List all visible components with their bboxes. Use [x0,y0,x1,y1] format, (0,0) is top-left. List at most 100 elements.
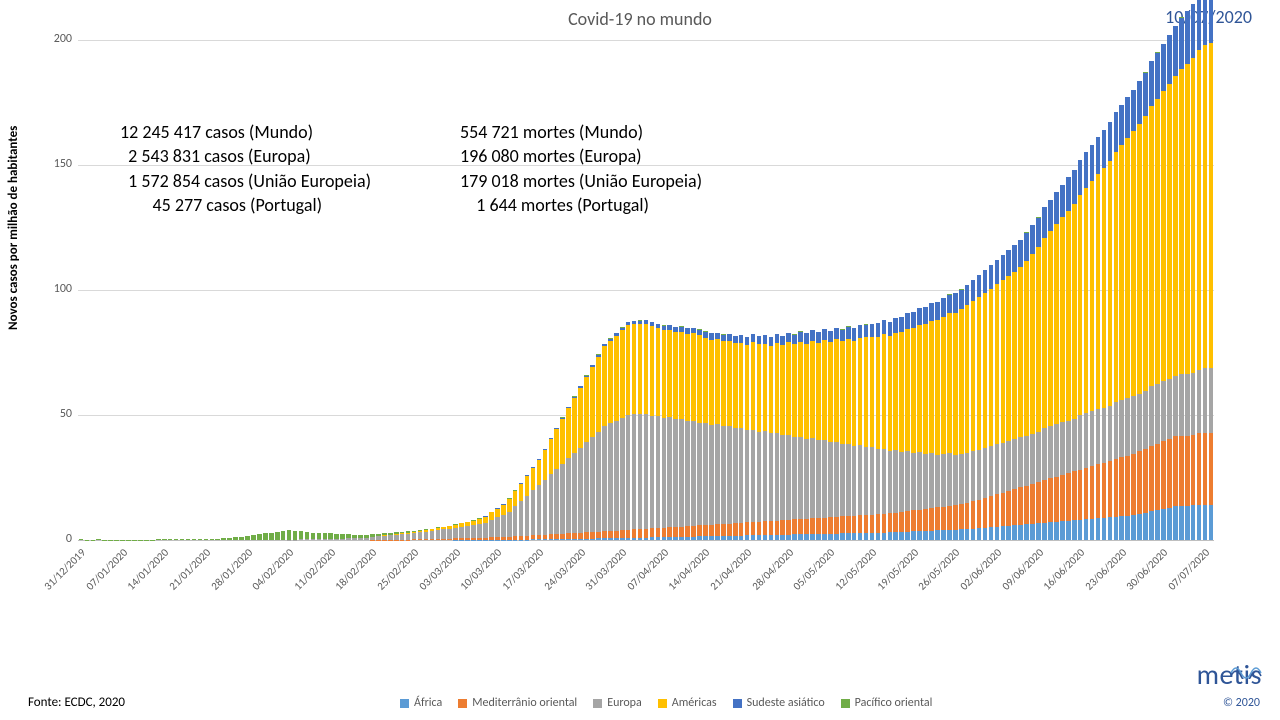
bar [560,417,565,540]
bar [792,334,797,540]
bar [656,324,661,541]
bar [721,334,726,540]
bar [1137,81,1142,540]
bar [786,333,791,541]
bar [822,329,827,540]
bar [1054,192,1059,540]
bar [1173,26,1178,540]
bar [549,438,554,540]
logo-wave-icon [1230,659,1264,679]
bar [798,331,803,540]
bar [174,539,179,540]
bar [215,539,220,541]
bar [864,324,869,540]
bar [382,533,387,540]
bar [739,335,744,540]
bar [1048,200,1053,541]
bar [911,312,916,540]
bar [905,313,910,540]
bar [120,540,125,541]
bar [846,326,851,540]
bar [1018,240,1023,540]
bar [311,533,316,540]
bar [328,533,333,540]
bar [1197,0,1202,540]
bar [596,354,601,540]
bar [204,539,209,540]
bar [150,540,155,541]
bar [126,540,131,541]
bar [578,386,583,540]
bar [239,537,244,541]
legend: ÁfricaMediterrânio orientalEuropaAmérica… [400,696,932,710]
bar [477,518,482,540]
bar [995,260,1000,540]
bar [632,321,637,540]
bar [406,531,411,540]
legend-item: Mediterrânio oriental [458,696,577,710]
bar [858,325,863,540]
bar [447,526,452,541]
bar [531,467,536,541]
bar [959,289,964,540]
bar [1006,250,1011,540]
bar [810,330,815,540]
bar [180,539,185,540]
bar [703,331,708,540]
bar [1066,177,1071,540]
bar [888,322,893,540]
bar [638,320,643,540]
bar [424,529,429,540]
bar [543,449,548,541]
bar [673,327,678,541]
bar [388,533,393,540]
bar [840,329,845,540]
bar [1149,61,1154,540]
bar [1179,17,1184,540]
bar [192,539,197,540]
bar [459,523,464,540]
legend-item: Sudeste asiático [733,696,825,710]
bar [929,303,934,540]
bar [513,490,518,540]
bar [1024,232,1029,540]
bar [662,325,667,540]
bar [245,536,250,541]
bar [1001,255,1006,540]
bar [305,532,310,540]
bar [156,539,161,540]
bar [757,336,762,541]
bar [1155,52,1160,540]
bar [275,532,280,540]
bar [1084,152,1089,540]
y-axis-label: Novos casos por milhão de habitantes [6,126,21,330]
bar [1036,217,1041,540]
bar [882,320,887,540]
bar [1203,0,1208,540]
stats-deaths: 554 721 mortes (Mundo) 196 080 mortes (E… [460,120,702,217]
bar [1143,72,1148,540]
bar [566,407,571,541]
bar [525,475,530,540]
bar [1185,11,1190,540]
bar [751,334,756,540]
bar [876,323,881,540]
bar [334,534,339,541]
bar [953,293,958,540]
legend-item: Américas [658,696,717,710]
bar [1042,207,1047,540]
bar [441,527,446,541]
bar [1012,245,1017,540]
bar [650,322,655,541]
bar [96,539,101,540]
bar [465,522,470,540]
bar [198,539,203,540]
bar [507,498,512,540]
bar [1108,122,1113,540]
bar [709,333,714,540]
bar [667,325,672,540]
bar [893,318,898,540]
bar [400,532,405,540]
bar [1102,130,1107,541]
bar [899,317,904,540]
